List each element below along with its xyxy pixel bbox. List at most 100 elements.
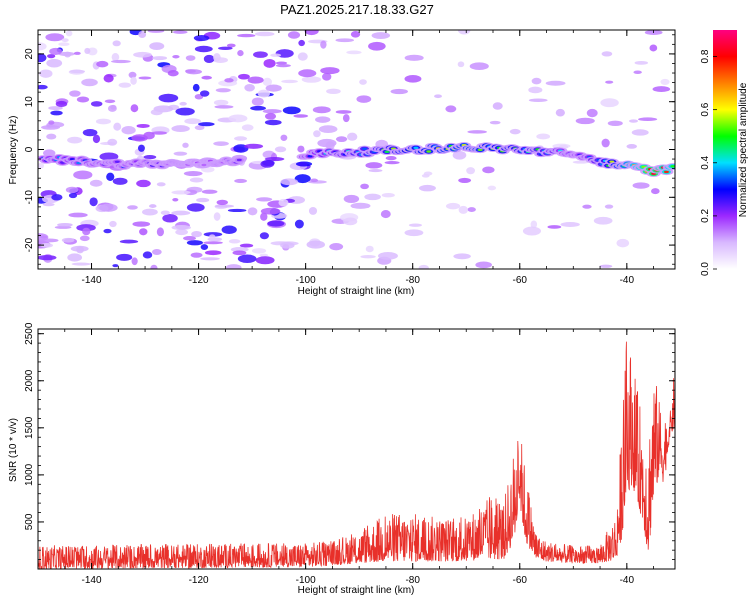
spectrogram-y-label: Frequency (Hz) (8, 116, 19, 185)
heatmap-cell (280, 178, 299, 186)
heatmap-cell (82, 227, 91, 236)
heatmap-cell (162, 213, 178, 223)
heatmap-cell (38, 238, 59, 243)
heatmap-cell (628, 119, 639, 123)
heatmap-cell (560, 222, 580, 228)
heatmap-cell (255, 256, 275, 265)
heatmap-cell (274, 146, 287, 153)
heatmap-cell (264, 156, 285, 162)
heatmap-cell (51, 194, 63, 201)
heatmap-cell (127, 205, 138, 210)
snr-y-tick-label: 1500 (24, 416, 35, 439)
heatmap-cell (38, 254, 57, 261)
heatmap-cell (204, 250, 222, 256)
heatmap-cell (61, 237, 75, 243)
heatmap-cell (67, 253, 83, 262)
colorbar-tick-label: 0.0 (700, 262, 711, 276)
snr-y-tick-label: 1000 (24, 463, 35, 486)
snr-x-tick-label: -60 (513, 575, 528, 586)
heatmap-cell (423, 171, 433, 176)
heatmap-cell (143, 155, 157, 160)
heatmap-cell (253, 51, 268, 58)
heatmap-cell (239, 243, 254, 248)
heatmap-cell (38, 53, 47, 63)
heatmap-cell (201, 189, 218, 194)
heatmap-cell (297, 52, 308, 61)
heatmap-cell (593, 216, 613, 225)
heatmap-cell (48, 120, 55, 125)
heatmap-cell (179, 101, 187, 106)
heatmap-cell (158, 93, 179, 103)
heatmap-cell (138, 31, 147, 39)
heatmap-cell (69, 90, 81, 97)
heatmap-cell (260, 207, 281, 215)
heatmap-cell (92, 134, 101, 144)
heatmap-cell (452, 150, 467, 160)
heatmap-cell (278, 198, 289, 207)
heatmap-ridge-cell (384, 150, 390, 154)
heatmap-cell (605, 80, 614, 84)
heatmap-cell (469, 62, 489, 71)
heatmap-cell (475, 261, 493, 269)
heatmap-cell (632, 182, 650, 189)
heatmap-cell (160, 210, 170, 216)
heatmap-ridge-cell (201, 163, 207, 167)
heatmap-cell (90, 101, 103, 107)
heatmap-cell (172, 30, 188, 34)
heatmap-cell (131, 257, 138, 266)
heatmap-cell (185, 55, 196, 61)
heatmap-cell (350, 30, 361, 38)
heatmap-cell (536, 133, 551, 140)
heatmap-cell (404, 54, 424, 61)
heatmap-cell (651, 188, 660, 195)
heatmap-cell (492, 102, 503, 110)
heatmap-cell (171, 125, 190, 133)
heatmap-cell (171, 225, 191, 231)
heatmap-cell (111, 53, 120, 62)
heatmap-cell (142, 251, 153, 259)
heatmap-cell (45, 33, 65, 42)
heatmap-cell (350, 202, 371, 209)
spectrogram-x-tick-label: -80 (405, 275, 420, 286)
snr-x-tick-label: -120 (189, 575, 209, 586)
colorbar-tick-label: 0.8 (700, 49, 711, 63)
heatmap-cell (96, 60, 109, 68)
heatmap-ridge-cell (670, 165, 675, 168)
heatmap-cell (216, 199, 228, 206)
heatmap-ridge-cell (236, 158, 242, 162)
heatmap-cell (335, 136, 348, 143)
heatmap-cell (251, 248, 267, 254)
heatmap-cell (175, 107, 195, 116)
heatmap-cell (457, 61, 465, 68)
heatmap-cell (607, 120, 623, 127)
heatmap-cell (46, 133, 57, 140)
spectrogram-y-tick-label: 20 (24, 48, 35, 60)
heatmap-cell (262, 77, 273, 86)
heatmap-cell (298, 39, 305, 47)
heatmap-cell (156, 227, 165, 237)
heatmap-cell (192, 83, 200, 92)
heatmap-cell (43, 149, 56, 157)
heatmap-ridge-cell (307, 155, 313, 158)
heatmap-cell (213, 53, 221, 62)
heatmap-cell (107, 138, 118, 146)
heatmap-cell (46, 58, 63, 68)
heatmap-cell (193, 34, 210, 42)
heatmap-cell (365, 162, 383, 169)
heatmap-cell (230, 246, 249, 253)
heatmap-cell (555, 108, 565, 117)
heatmap-cell (294, 174, 311, 184)
heatmap-cell (626, 144, 638, 149)
heatmap-cell (287, 31, 301, 39)
heatmap-cell (150, 264, 158, 269)
heatmap-cell (130, 76, 137, 85)
heatmap-ridge-cell (362, 147, 368, 151)
heatmap-cell (467, 207, 476, 212)
heatmap-cell (264, 112, 277, 120)
heatmap-ridge-cell (114, 160, 120, 163)
heatmap-cell (310, 178, 319, 183)
heatmap-cell (434, 94, 442, 99)
heatmap-cell (263, 58, 276, 68)
heatmap-cell (259, 232, 269, 240)
